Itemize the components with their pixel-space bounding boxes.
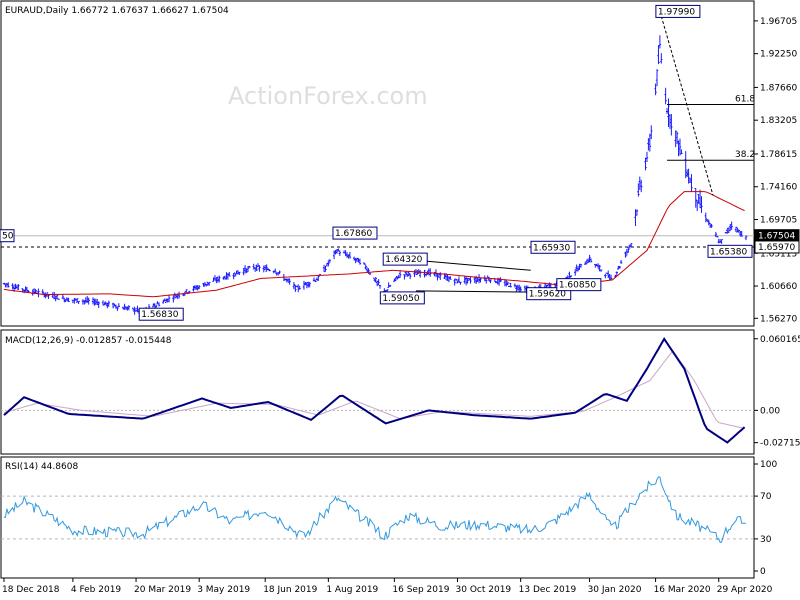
x-tick-label: 1 Aug 2019 — [326, 585, 378, 595]
trendline-dashed — [659, 11, 714, 196]
level-label-box — [707, 244, 753, 258]
level-label-box — [332, 226, 378, 240]
price-y-tick-label: 1.56270 — [760, 314, 797, 324]
level-label-text: 1.97990 — [658, 7, 695, 17]
rsi-y-tick-label: 100 — [760, 460, 777, 470]
price-y-tick-label: 1.60660 — [760, 282, 797, 292]
x-tick-label: 18 Dec 2018 — [2, 585, 60, 595]
level-label-text: 1.65930 — [533, 243, 570, 253]
level-label-box — [382, 252, 428, 266]
price-y-tick-label: 1.78615 — [760, 150, 797, 160]
price-panel-title: EURAUD,Daily 1.66772 1.67637 1.66627 1.6… — [5, 6, 229, 16]
macd-panel — [0, 329, 755, 455]
level-label-text: 1.59620 — [529, 290, 566, 300]
x-tick-label: 30 Oct 2019 — [456, 585, 512, 595]
fib-level-label: 61.8 — [735, 94, 755, 104]
price-y-tick-label: 1.96705 — [760, 17, 797, 27]
level-label-box — [655, 4, 701, 18]
x-tick-label: 4 Feb 2019 — [71, 585, 122, 595]
price-y-tick-label: 1.74160 — [760, 183, 797, 193]
level-label-text: 1.56830 — [141, 310, 178, 320]
price-tag-box — [754, 240, 800, 254]
price-y-tick-label: 1.92250 — [760, 50, 797, 60]
level-label-box — [138, 307, 184, 321]
x-tick-label: 16 Sep 2019 — [392, 585, 449, 595]
x-tick-label: 30 Jan 2020 — [588, 585, 642, 595]
x-tick-label: 16 Mar 2020 — [654, 585, 711, 595]
price-y-tick-label: 1.83205 — [760, 116, 797, 126]
level-label-text: 1.65380 — [710, 247, 747, 257]
level-label-box — [379, 291, 425, 305]
level-label-text: 1.67860 — [335, 229, 372, 239]
macd-line — [3, 337, 746, 444]
price-tag-label: 1.65970 — [758, 243, 795, 253]
macd-series — [3, 337, 746, 444]
x-tick-label: 3 May 2019 — [197, 585, 250, 595]
watermark: ActionForex.com — [228, 82, 428, 110]
rsi-y-tick-label: 70 — [760, 492, 772, 502]
rsi-panel — [0, 456, 755, 579]
level-label-box — [556, 278, 602, 292]
macd-signal-line — [3, 350, 745, 429]
x-tick-label: 18 Jun 2019 — [263, 585, 317, 595]
level-label-text: 50 — [2, 232, 14, 242]
fib-level-label: 38.2 — [735, 150, 755, 160]
x-tick-label: 29 Apr 2020 — [717, 585, 773, 595]
grid-layer — [1, 235, 754, 540]
x-tick-label: 13 Dec 2019 — [519, 585, 577, 595]
axes: 1.96705 1.92250 1.87660 1.83205 1.78615 1.741… — [2, 17, 800, 595]
level-label-box — [0, 229, 15, 243]
level-label-text: 1.64320 — [385, 255, 422, 265]
price-series — [2, 35, 748, 315]
macd-y-tick-label: -0.02715 — [760, 439, 800, 449]
price-y-tick-label: 1.69705 — [760, 216, 797, 226]
price-panel — [0, 0, 755, 327]
price-y-tick-label: 1.65115 — [760, 249, 797, 259]
macd-y-tick-label: 0.00 — [760, 406, 780, 416]
rsi-line — [3, 476, 746, 544]
level-label-text: 1.59050 — [382, 294, 419, 304]
moving-average-line — [3, 191, 745, 298]
rsi-y-tick-label: 30 — [760, 535, 772, 545]
x-tick-label: 20 Mar 2019 — [134, 585, 191, 595]
price-tag-label: 1.67504 — [758, 232, 795, 242]
macd-panel-title: MACD(12,26,9) -0.012857 -0.015448 — [5, 336, 172, 346]
price-y-tick-label: 1.87660 — [760, 83, 797, 93]
macd-y-tick-label: 0.060165 — [760, 335, 800, 345]
rsi-y-tick-label: 0 — [760, 567, 766, 577]
level-label-text: 1.60850 — [559, 281, 596, 291]
rsi-panel-title: RSI(14) 44.8608 — [5, 462, 78, 472]
rsi-series — [3, 476, 746, 544]
level-label-box — [530, 240, 576, 254]
annotations: 61.8 38.2 1.56830 1.67860 1.59050 1.64320 1.59… — [0, 4, 755, 321]
